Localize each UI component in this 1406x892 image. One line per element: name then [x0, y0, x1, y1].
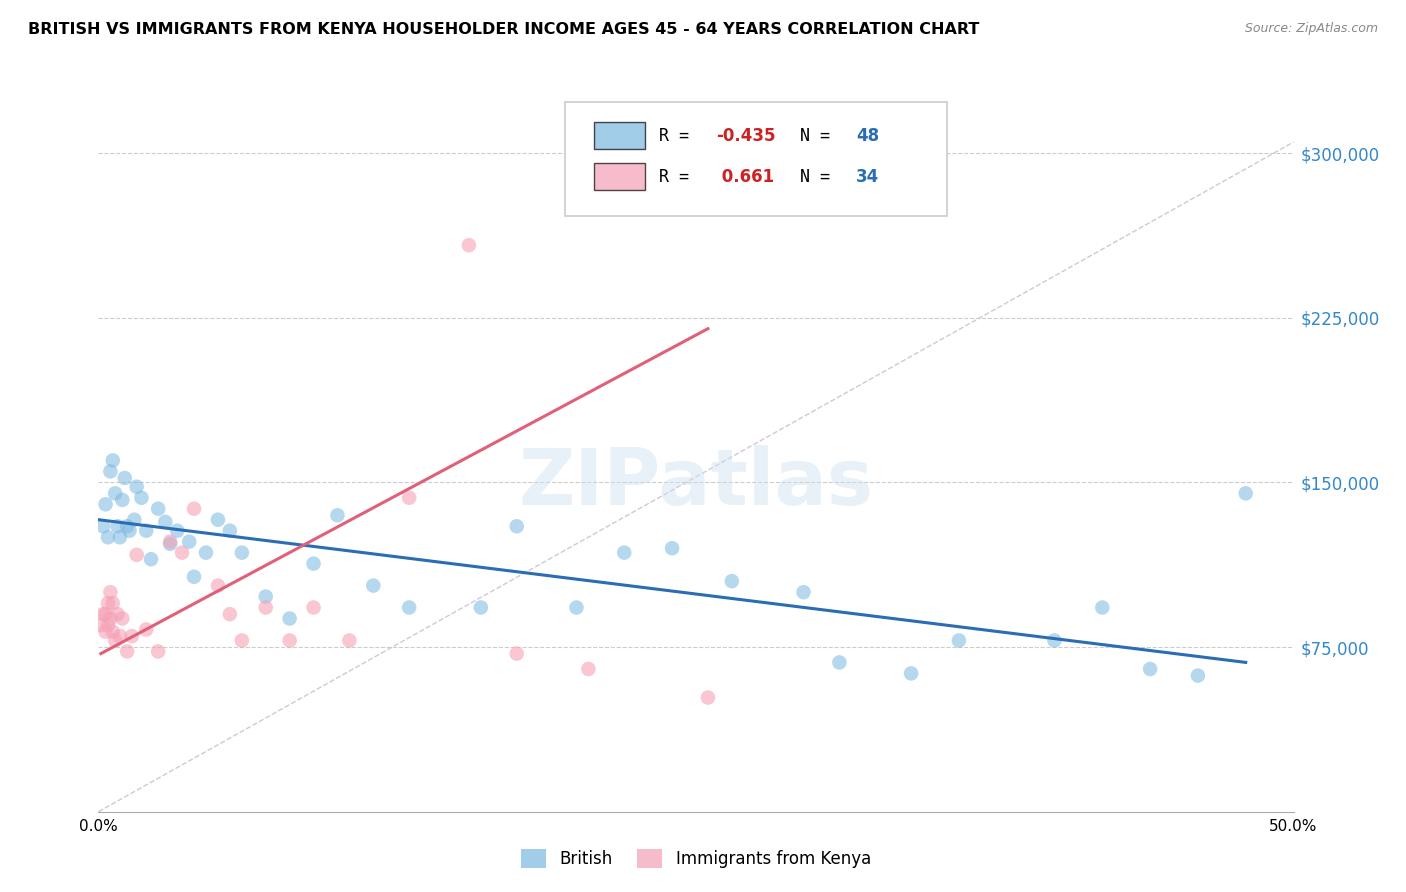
Point — [179, 534, 201, 549]
Point — [721, 574, 744, 589]
Point — [159, 537, 181, 551]
Point — [183, 501, 205, 516]
Point — [470, 600, 492, 615]
Text: 0.661: 0.661 — [716, 168, 775, 186]
Point — [94, 497, 117, 511]
Point — [115, 644, 138, 658]
Point — [155, 515, 177, 529]
Point — [1234, 486, 1257, 500]
Point — [302, 557, 325, 571]
Point — [98, 464, 122, 478]
Point — [1139, 662, 1161, 676]
Point — [101, 596, 124, 610]
Point — [111, 492, 134, 507]
Point — [104, 486, 127, 500]
Legend: British, Immigrants from Kenya: British, Immigrants from Kenya — [515, 842, 877, 875]
Point — [148, 501, 170, 516]
Point — [125, 548, 148, 562]
Point — [254, 600, 277, 615]
Text: 48: 48 — [856, 127, 879, 145]
Text: ZIPatlas: ZIPatlas — [519, 445, 873, 522]
Text: N =: N = — [800, 127, 839, 145]
FancyBboxPatch shape — [565, 102, 948, 216]
Point — [398, 600, 420, 615]
Text: R =: R = — [659, 127, 699, 145]
Point — [194, 546, 218, 560]
Point — [148, 644, 170, 658]
Point — [91, 607, 114, 621]
Point — [101, 624, 124, 639]
Point — [613, 546, 636, 560]
Point — [219, 524, 242, 538]
Point — [576, 662, 599, 676]
Point — [159, 534, 181, 549]
Text: N =: N = — [800, 168, 839, 186]
FancyBboxPatch shape — [595, 163, 644, 190]
Point — [104, 633, 127, 648]
Point — [302, 600, 325, 615]
Point — [278, 611, 301, 625]
Point — [326, 508, 349, 523]
Point — [98, 611, 122, 625]
Point — [183, 570, 205, 584]
Point — [219, 607, 242, 621]
Point — [107, 519, 129, 533]
Point — [131, 491, 153, 505]
Point — [339, 633, 360, 648]
Point — [118, 524, 141, 538]
Point — [114, 471, 136, 485]
Point — [661, 541, 683, 556]
Point — [90, 618, 112, 632]
Point — [948, 633, 970, 648]
Point — [278, 633, 301, 648]
Point — [207, 513, 229, 527]
Point — [139, 552, 162, 566]
Point — [166, 524, 188, 538]
Point — [94, 607, 117, 621]
Point — [363, 578, 385, 592]
Point — [97, 530, 120, 544]
Point — [231, 546, 253, 560]
Point — [231, 633, 253, 648]
Point — [101, 453, 124, 467]
Text: -0.435: -0.435 — [716, 127, 776, 145]
Point — [115, 519, 138, 533]
Point — [398, 491, 420, 505]
Point — [458, 238, 481, 252]
Point — [121, 629, 143, 643]
Point — [91, 519, 114, 533]
Text: BRITISH VS IMMIGRANTS FROM KENYA HOUSEHOLDER INCOME AGES 45 - 64 YEARS CORRELATI: BRITISH VS IMMIGRANTS FROM KENYA HOUSEHO… — [28, 22, 980, 37]
Point — [900, 666, 922, 681]
Point — [1091, 600, 1114, 615]
Point — [828, 656, 851, 670]
Point — [108, 530, 131, 544]
Point — [98, 585, 122, 599]
Point — [94, 624, 117, 639]
Point — [506, 647, 529, 661]
Point — [124, 513, 146, 527]
Point — [565, 600, 588, 615]
Text: 34: 34 — [856, 168, 879, 186]
Point — [254, 590, 277, 604]
FancyBboxPatch shape — [595, 122, 644, 150]
Point — [172, 546, 194, 560]
Point — [125, 480, 148, 494]
Point — [135, 524, 157, 538]
Text: R =: R = — [659, 168, 699, 186]
Point — [108, 629, 131, 643]
Point — [207, 578, 229, 592]
Point — [506, 519, 529, 533]
Point — [697, 690, 720, 705]
Point — [107, 607, 129, 621]
Text: Source: ZipAtlas.com: Source: ZipAtlas.com — [1244, 22, 1378, 36]
Point — [1187, 668, 1209, 682]
Point — [97, 618, 120, 632]
Point — [135, 623, 157, 637]
Point — [97, 596, 120, 610]
Point — [793, 585, 815, 599]
Point — [1043, 633, 1066, 648]
Point — [111, 611, 134, 625]
